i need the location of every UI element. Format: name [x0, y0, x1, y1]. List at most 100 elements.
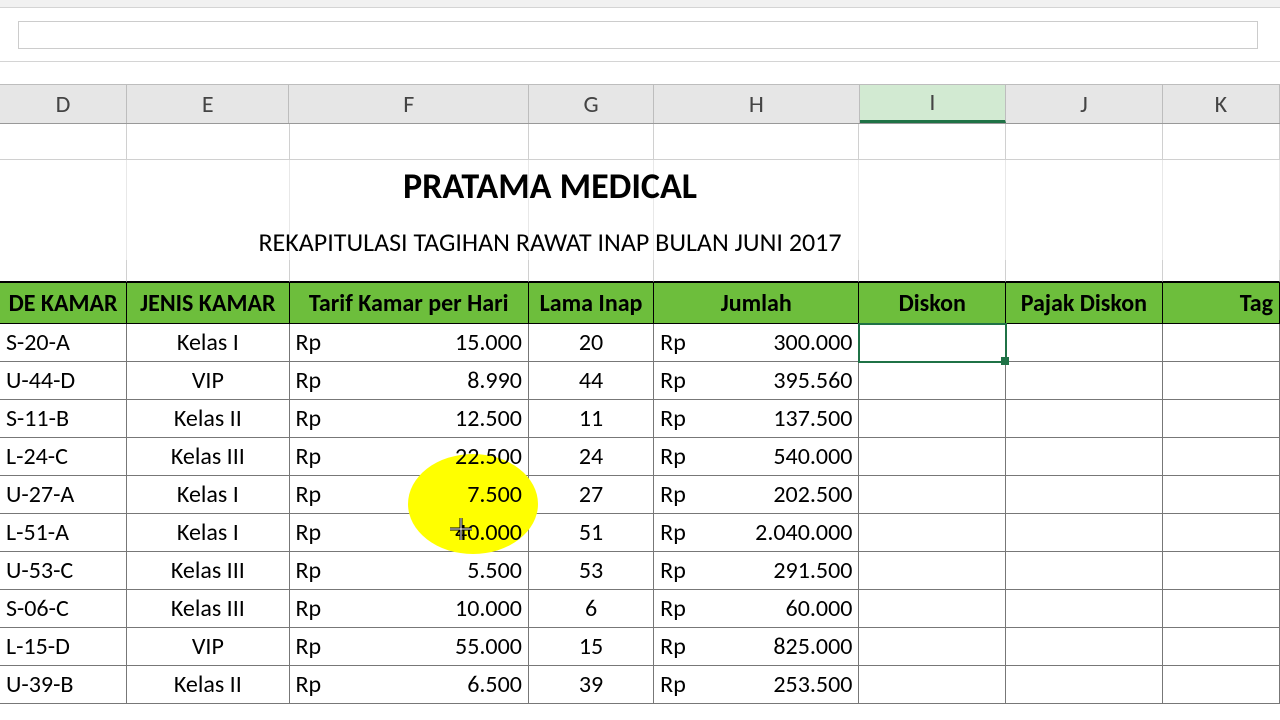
- cell[interactable]: [290, 260, 529, 282]
- table-cell[interactable]: [859, 628, 1006, 666]
- table-cell[interactable]: Kelas I: [127, 476, 289, 514]
- cell[interactable]: [654, 260, 859, 282]
- cell[interactable]: [529, 260, 654, 282]
- column-header-J[interactable]: J: [1006, 85, 1162, 123]
- table-cell[interactable]: 11: [529, 400, 654, 438]
- table-cell[interactable]: S-06-C: [0, 590, 127, 628]
- table-cell[interactable]: Rp40.000: [290, 514, 529, 552]
- table-cell[interactable]: [1006, 552, 1162, 590]
- table-cell[interactable]: Kelas III: [127, 552, 289, 590]
- table-cell[interactable]: Kelas II: [127, 400, 289, 438]
- table-cell[interactable]: Rp2.040.000: [654, 514, 859, 552]
- table-cell[interactable]: Rp291.500: [654, 552, 859, 590]
- table-row[interactable]: L-51-AKelas IRp40.00051Rp2.040.000: [0, 514, 1280, 552]
- table-cell[interactable]: Rp15.000: [290, 324, 529, 362]
- table-cell[interactable]: [859, 590, 1006, 628]
- table-cell[interactable]: [1006, 400, 1162, 438]
- table-cell[interactable]: [1006, 476, 1162, 514]
- fill-handle[interactable]: [1001, 357, 1009, 365]
- table-cell[interactable]: 53: [529, 552, 654, 590]
- table-cell[interactable]: [1163, 514, 1280, 552]
- cell[interactable]: [127, 124, 289, 160]
- table-cell[interactable]: [1163, 628, 1280, 666]
- table-cell[interactable]: S-20-A: [0, 324, 127, 362]
- table-row[interactable]: S-20-AKelas IRp15.00020Rp300.000: [0, 324, 1280, 362]
- table-cell[interactable]: Rp22.500: [290, 438, 529, 476]
- table-row[interactable]: U-27-AKelas IRp7.50027Rp202.500: [0, 476, 1280, 514]
- table-cell[interactable]: Rp540.000: [654, 438, 859, 476]
- table-cell[interactable]: Rp395.560: [654, 362, 859, 400]
- table-cell[interactable]: Rp55.000: [290, 628, 529, 666]
- table-header-cell[interactable]: Diskon: [859, 282, 1006, 324]
- table-cell[interactable]: [1163, 438, 1280, 476]
- table-cell[interactable]: VIP: [127, 628, 289, 666]
- table-cell[interactable]: L-15-D: [0, 628, 127, 666]
- cell[interactable]: [290, 124, 529, 160]
- table-cell[interactable]: U-44-D: [0, 362, 127, 400]
- table-cell[interactable]: 27: [529, 476, 654, 514]
- table-cell[interactable]: Kelas III: [127, 438, 289, 476]
- table-header-cell[interactable]: Jumlah: [654, 282, 859, 324]
- table-row[interactable]: U-39-BKelas IIRp6.50039Rp253.500: [0, 666, 1280, 704]
- table-cell[interactable]: Rp825.000: [654, 628, 859, 666]
- column-header-F[interactable]: F: [289, 85, 529, 123]
- grid-row[interactable]: [0, 260, 1280, 282]
- cell[interactable]: [1163, 160, 1280, 218]
- table-cell[interactable]: VIP: [127, 362, 289, 400]
- table-header-cell[interactable]: Pajak Diskon: [1006, 282, 1162, 324]
- table-cell[interactable]: [1006, 590, 1162, 628]
- cell[interactable]: [1006, 124, 1162, 160]
- table-row[interactable]: L-24-CKelas IIIRp22.50024Rp540.000: [0, 438, 1280, 476]
- table-cell[interactable]: 20: [529, 324, 654, 362]
- column-header-E[interactable]: E: [127, 85, 289, 123]
- cell[interactable]: [654, 124, 859, 160]
- column-header-G[interactable]: G: [529, 85, 654, 123]
- table-cell[interactable]: Rp202.500: [654, 476, 859, 514]
- table-cell[interactable]: Kelas III: [127, 590, 289, 628]
- table-cell[interactable]: [1006, 514, 1162, 552]
- table-cell[interactable]: [859, 438, 1006, 476]
- table-header-cell[interactable]: DE KAMAR: [0, 282, 127, 324]
- table-cell[interactable]: Rp8.990: [290, 362, 529, 400]
- table-cell[interactable]: Rp7.500: [290, 476, 529, 514]
- table-cell[interactable]: [859, 552, 1006, 590]
- column-header-D[interactable]: D: [0, 85, 127, 123]
- cell[interactable]: [859, 260, 1006, 282]
- table-header-cell[interactable]: Tag: [1163, 282, 1280, 324]
- table-cell[interactable]: 39: [529, 666, 654, 704]
- table-cell[interactable]: 24: [529, 438, 654, 476]
- table-cell[interactable]: [1163, 666, 1280, 704]
- table-cell[interactable]: U-27-A: [0, 476, 127, 514]
- table-cell[interactable]: [1006, 362, 1162, 400]
- table-cell[interactable]: [1006, 324, 1162, 362]
- table-cell[interactable]: S-11-B: [0, 400, 127, 438]
- table-row[interactable]: U-53-CKelas IIIRp5.50053Rp291.500: [0, 552, 1280, 590]
- table-cell[interactable]: U-39-B: [0, 666, 127, 704]
- column-header-K[interactable]: K: [1163, 85, 1280, 123]
- column-header-H[interactable]: H: [654, 85, 859, 123]
- table-cell[interactable]: [859, 666, 1006, 704]
- table-cell[interactable]: [859, 400, 1006, 438]
- cell[interactable]: [1006, 260, 1162, 282]
- formula-input[interactable]: [18, 21, 1258, 49]
- table-cell[interactable]: L-24-C: [0, 438, 127, 476]
- table-cell[interactable]: Kelas II: [127, 666, 289, 704]
- table-cell[interactable]: Rp6.500: [290, 666, 529, 704]
- table-cell[interactable]: 6: [529, 590, 654, 628]
- table-cell[interactable]: 44: [529, 362, 654, 400]
- table-cell[interactable]: Rp5.500: [290, 552, 529, 590]
- table-cell[interactable]: [1006, 666, 1162, 704]
- table-row[interactable]: S-06-CKelas IIIRp10.0006Rp60.000: [0, 590, 1280, 628]
- table-cell[interactable]: [1006, 438, 1162, 476]
- column-header-I[interactable]: I: [860, 85, 1007, 123]
- table-cell[interactable]: [1006, 628, 1162, 666]
- cell[interactable]: [0, 124, 127, 160]
- cell[interactable]: [1163, 218, 1280, 260]
- table-cell[interactable]: U-53-C: [0, 552, 127, 590]
- cell[interactable]: [127, 260, 289, 282]
- table-cell[interactable]: L-51-A: [0, 514, 127, 552]
- table-cell[interactable]: [859, 476, 1006, 514]
- table-cell[interactable]: Kelas I: [127, 514, 289, 552]
- cell[interactable]: [529, 124, 654, 160]
- table-cell[interactable]: [1163, 476, 1280, 514]
